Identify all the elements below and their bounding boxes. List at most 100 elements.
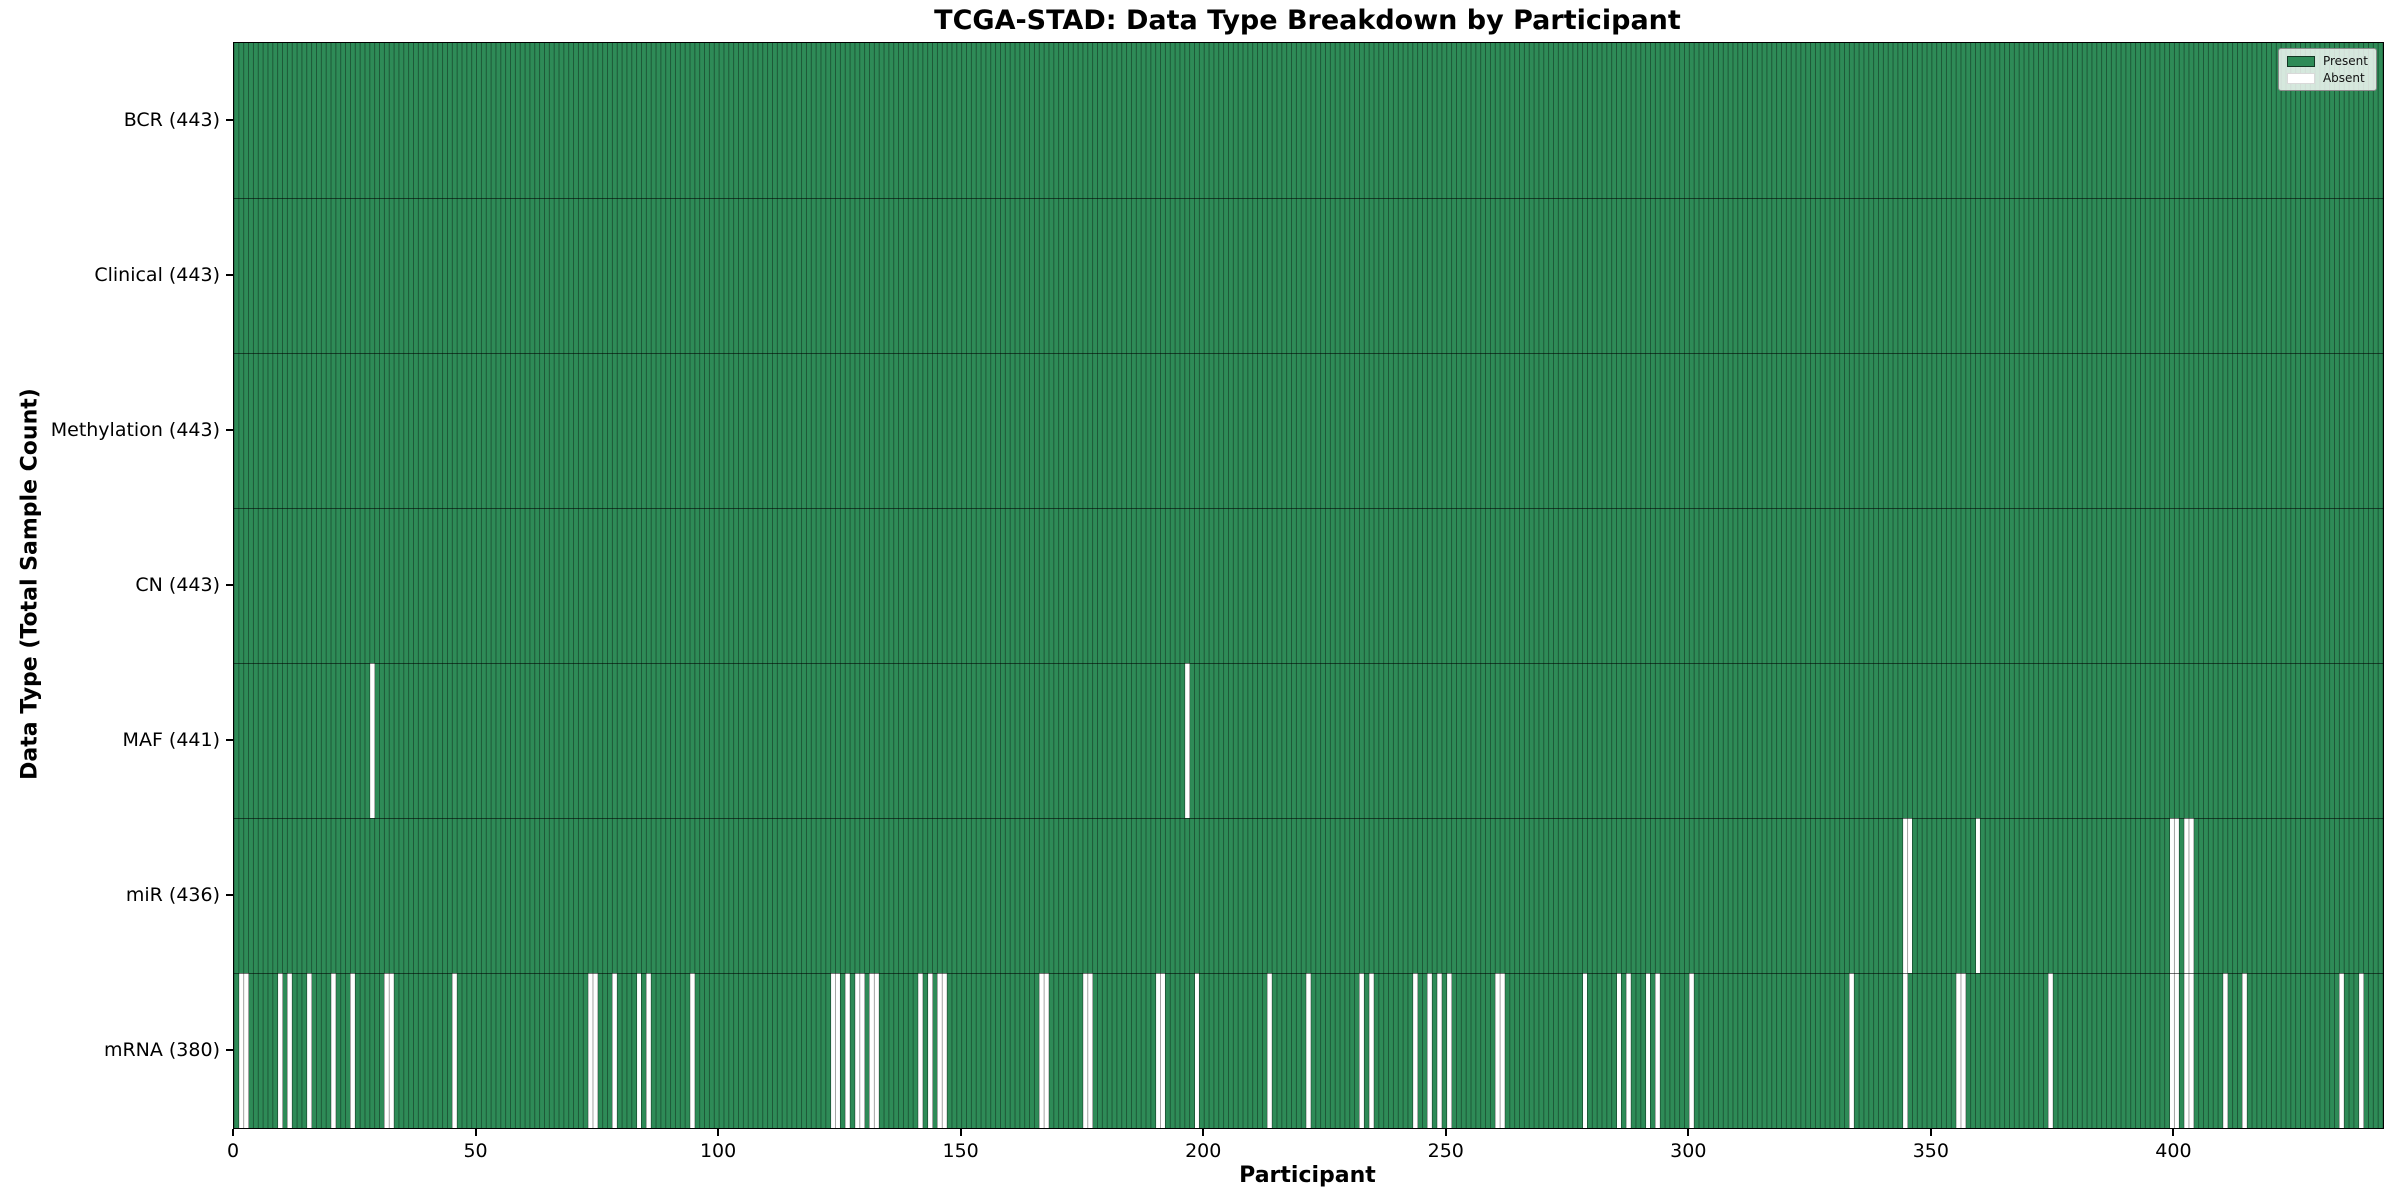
x-tick-label-400: 400	[2155, 1140, 2192, 1162]
x-tick-mark-250	[1444, 1129, 1447, 1136]
x-tick-mark-350	[1929, 1129, 1932, 1136]
absent-mrna-p73	[588, 973, 593, 1128]
absent-mrna-p146	[942, 973, 948, 1128]
absent-mrna-p167	[1044, 973, 1049, 1128]
y-tick-label-mir: miR (436)	[125, 883, 220, 906]
absent-mir-p359	[1975, 818, 1981, 973]
row-mir	[234, 818, 2383, 973]
x-tick-mark-200	[1202, 1129, 1205, 1136]
absent-mrna-p85	[646, 973, 652, 1128]
absent-mrna-p83	[636, 973, 642, 1128]
x-tick-mark-50	[474, 1129, 477, 1136]
y-tick-mark	[226, 428, 233, 431]
absent-mrna-p128	[854, 973, 860, 1128]
x-tick-label-300: 300	[1670, 1140, 1707, 1162]
row-cn	[234, 508, 2383, 663]
x-tick-label-50: 50	[463, 1140, 488, 1162]
absent-mrna-p143	[927, 973, 933, 1128]
absent-mrna-p399	[2169, 973, 2175, 1128]
absent-mrna-p175	[1082, 973, 1088, 1128]
absent-mrna-p24	[350, 973, 356, 1128]
absent-mrna-p213	[1267, 973, 1273, 1128]
x-tick-mark-0	[232, 1129, 234, 1136]
absent-mrna-p32	[389, 973, 395, 1128]
absent-mrna-p221	[1306, 973, 1311, 1128]
row-separator	[234, 197, 2383, 199]
x-tick-label-200: 200	[1185, 1140, 1222, 1162]
row-maf	[234, 663, 2383, 818]
absent-mir-p345	[1907, 818, 1913, 973]
absent-mrna-p403	[2188, 973, 2194, 1128]
x-tick-label-100: 100	[699, 1140, 737, 1162]
row-clinical	[234, 198, 2383, 353]
absent-mrna-p198	[1194, 973, 1200, 1128]
absent-mrna-p333	[1849, 973, 1855, 1128]
x-tick-mark-400	[2172, 1129, 2175, 1136]
absent-mrna-p166	[1039, 973, 1045, 1128]
row-separator	[234, 352, 2383, 354]
row-mrna	[234, 973, 2383, 1128]
absent-mrna-p9	[277, 973, 283, 1128]
absent-mrna-p414	[2242, 973, 2248, 1128]
legend: Present Absent	[2277, 48, 2377, 91]
absent-mrna-p438	[2358, 973, 2364, 1128]
absent-mrna-p131	[869, 973, 875, 1128]
absent-mrna-p45	[452, 973, 458, 1128]
absent-mrna-p232	[1359, 973, 1365, 1128]
y-tick-label-methylation: Methylation (443)	[50, 418, 220, 441]
plot-area: Present Absent	[233, 42, 2384, 1129]
absent-mrna-p129	[859, 973, 865, 1128]
y-tick-label-maf: MAF (441)	[122, 728, 220, 751]
absent-mrna-p145	[937, 973, 943, 1128]
absent-swatch	[2286, 72, 2315, 84]
absent-mrna-p278	[1582, 973, 1588, 1128]
row-separator	[234, 817, 2383, 819]
absent-mrna-p74	[592, 973, 598, 1128]
absent-mrna-p190	[1155, 973, 1161, 1128]
absent-mrna-p285	[1616, 973, 1622, 1128]
y-tick-mark	[226, 118, 233, 121]
absent-mrna-p123	[830, 973, 836, 1128]
absent-mrna-p250	[1446, 973, 1452, 1128]
absent-mrna-p132	[874, 973, 880, 1128]
absent-mrna-p1	[238, 973, 244, 1128]
row-separator	[234, 507, 2383, 509]
absent-mrna-p260	[1495, 973, 1501, 1128]
absent-maf-p28	[369, 663, 375, 818]
absent-mrna-p31	[384, 973, 390, 1128]
y-tick-label-clinical: Clinical (443)	[94, 263, 220, 286]
absent-mrna-p287	[1626, 973, 1632, 1128]
absent-mrna-p94	[689, 973, 695, 1128]
legend-entry-present: Present	[2286, 54, 2368, 68]
x-tick-mark-300	[1687, 1129, 1690, 1136]
present-swatch	[2286, 55, 2315, 67]
absent-mrna-p434	[2339, 973, 2345, 1128]
x-tick-label-150: 150	[942, 1140, 979, 1162]
absent-mrna-p356	[1960, 973, 1966, 1128]
absent-mrna-p11	[287, 973, 293, 1128]
absent-mrna-p355	[1956, 973, 1961, 1128]
absent-mrna-p243	[1412, 973, 1418, 1128]
absent-mrna-p374	[2048, 973, 2054, 1128]
legend-label-absent: Absent	[2322, 71, 2365, 85]
absent-mrna-p15	[306, 973, 312, 1128]
row-separator	[234, 662, 2383, 664]
x-tick-label-350: 350	[1912, 1140, 1949, 1162]
absent-maf-p196	[1184, 663, 1190, 818]
absent-mrna-p261	[1500, 973, 1505, 1128]
x-tick-mark-100	[717, 1129, 720, 1136]
legend-label-present: Present	[2322, 54, 2368, 68]
row-methylation	[234, 353, 2383, 508]
absent-mrna-p141	[917, 973, 923, 1128]
y-tick-mark	[226, 893, 233, 896]
absent-mrna-p126	[845, 973, 851, 1128]
absent-mrna-p344	[1902, 973, 1908, 1128]
chart-title: TCGA-STAD: Data Type Breakdown by Partic…	[934, 5, 1681, 36]
absent-mrna-p176	[1087, 973, 1093, 1128]
y-tick-label-cn: CN (443)	[135, 573, 220, 596]
absent-mrna-p124	[835, 973, 841, 1128]
absent-mrna-p291	[1645, 973, 1651, 1128]
absent-mrna-p2	[243, 973, 249, 1128]
y-tick-label-bcr: BCR (443)	[123, 108, 220, 131]
rows-layer	[234, 43, 2383, 1128]
